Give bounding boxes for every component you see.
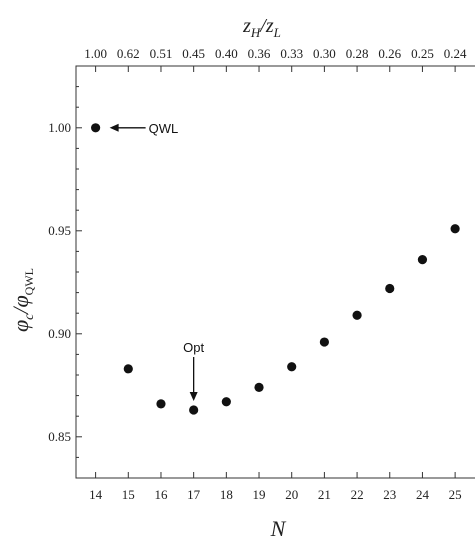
opt-arrow-head: [189, 392, 198, 402]
top-tick-label: 0.36: [248, 46, 271, 61]
qwl-label: QWL: [149, 121, 179, 136]
top-tick-label: 0.33: [280, 46, 303, 61]
data-point: [189, 405, 199, 415]
top-tick-label: 0.25: [411, 46, 434, 61]
data-point: [221, 397, 231, 407]
top-axis-title: zH/zL: [242, 15, 281, 40]
top-tick-label: 1.00: [84, 46, 107, 61]
x-tick-label: 19: [253, 487, 266, 502]
top-tick-label: 0.28: [346, 46, 369, 61]
top-tick-label: 0.26: [378, 46, 401, 61]
x-tick-label: 23: [383, 487, 396, 502]
y-tick-label: 0.95: [48, 223, 71, 238]
y-tick-label: 0.90: [48, 326, 71, 341]
data-point: [319, 337, 329, 347]
data-point: [385, 283, 395, 294]
x-tick-label: 20: [285, 487, 298, 502]
x-tick-label: 14: [89, 487, 103, 502]
y-axis-ticks: 0.85 0.90 0.95 1.00: [48, 65, 82, 458]
x-tick-label: 17: [187, 487, 201, 502]
data-point: [254, 382, 264, 392]
x-tick-label: 15: [122, 487, 135, 502]
y-axis-title: φc/φQWL: [8, 268, 37, 332]
data-point: [123, 364, 133, 374]
x-tick-label: 21: [318, 487, 331, 502]
x-tick-label: 22: [351, 487, 364, 502]
top-tick-label: 0.51: [150, 46, 173, 61]
x-axis-title: N: [270, 516, 287, 541]
x-tick-label: 18: [220, 487, 233, 502]
x-tick-label: 25: [449, 487, 462, 502]
top-axis-ticks: 1.00 0.62 0.51 0.45 0.40 0.36 0.33 0.30 0.28 0.26…: [84, 46, 467, 72]
data-point: [287, 362, 297, 372]
top-tick-label: 0.30: [313, 46, 336, 61]
annotations: QWL Opt: [109, 121, 205, 402]
y-tick-label: 1.00: [48, 120, 71, 135]
x-tick-label: 16: [154, 487, 168, 502]
data-points: [91, 123, 460, 415]
data-point: [450, 224, 460, 234]
y-tick-label: 0.85: [48, 429, 71, 444]
data-point: [417, 255, 428, 265]
data-point: [156, 399, 166, 409]
top-tick-label: 0.62: [117, 46, 140, 61]
x-axis-ticks: 14 15 16 17 18 19 20 21 22 23 24 25: [89, 472, 462, 502]
top-tick-label: 0.45: [182, 46, 205, 61]
data-point: [91, 123, 101, 133]
data-point: [352, 310, 362, 320]
opt-label: Opt: [183, 340, 204, 355]
top-tick-label: 0.24: [444, 46, 467, 61]
qwl-arrow-head: [109, 123, 119, 132]
x-tick-label: 24: [416, 487, 430, 502]
top-tick-label: 0.40: [215, 46, 238, 61]
